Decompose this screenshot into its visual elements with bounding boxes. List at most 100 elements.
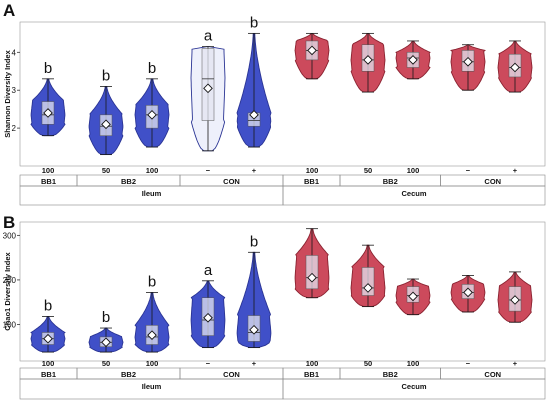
panel-a-tissue-cell (282, 185, 546, 206)
panel-b-significance-letter: a (204, 262, 213, 279)
panel-b-dose-label: 100 (306, 359, 319, 368)
panel-a-violin-group: b (88, 67, 124, 156)
panel-a-mean-marker (307, 45, 317, 56)
panel-a-violin-group (350, 32, 386, 93)
panel-a-dose-label: + (513, 166, 518, 175)
panel-b-treatment-label: BB1 (304, 370, 319, 379)
panel-b-violin-group (294, 228, 330, 299)
panel-b-violin-group: b (30, 297, 66, 353)
panel-b-plot-frame (19, 221, 546, 362)
panel-a-treatment-label: BB1 (41, 177, 56, 186)
panel-b-mean-marker (510, 295, 520, 305)
panel-b-label: B (3, 213, 15, 232)
panel-a-category-header: 100 50 100 − +100 50 100 − + BB1 BB2 CON BB1 BB2 CON Il… (19, 166, 546, 206)
panel-a-dose-label: + (252, 166, 257, 175)
panel-a-violin-group: b (30, 60, 66, 137)
panel-b-dose-label: − (466, 359, 471, 368)
panel-a-mean-marker (510, 62, 520, 73)
panel-a-mean-marker (363, 55, 373, 65)
panel-b-mean-marker (307, 272, 317, 283)
panel-b-violin-group: b (134, 273, 170, 353)
panel-b-category-header: 100 50 100 − +100 50 100 − + BB1 BB2 CON BB1 BB2 CON Il… (19, 359, 546, 400)
panel-b-violin-group (395, 278, 431, 316)
panel-a-dose-label: 50 (102, 166, 110, 175)
panel-b-significance-letter: b (44, 297, 52, 314)
panel-b-mean-marker (408, 291, 418, 302)
panel-a-treatment-label: CON (484, 177, 501, 186)
panel-b-dose-label: 100 (407, 359, 420, 368)
panel-b-mean-marker (43, 333, 53, 344)
panel-a-dose-label: − (466, 166, 471, 175)
panel-a-significance-letter: b (102, 67, 110, 84)
panel-a-plot-frame (19, 21, 546, 167)
panel-b-mean-marker (363, 283, 373, 293)
panel-b-dose-label: + (252, 359, 257, 368)
panel-a-violin-group (395, 40, 431, 80)
panel-a-treatment-label: BB2 (121, 177, 136, 186)
panel-a-mean-marker (249, 110, 259, 120)
panel-a-label: A (3, 1, 15, 20)
panel-a-significance-letter: a (204, 28, 213, 45)
panel-a-mean-marker (43, 108, 53, 118)
panel-b-significance-letter: b (102, 309, 110, 326)
panel-b-violin-group: b (88, 309, 124, 353)
panel-a-mean-marker (101, 119, 111, 130)
panel-b-violin-group (350, 244, 386, 308)
panel-a-violin-group (450, 44, 486, 91)
panel-a-y-axis-title: Shannon Diversity Index (3, 49, 12, 137)
panel-a-violin-group: b (236, 14, 272, 148)
panel-a-mean-marker (463, 56, 473, 67)
panel-a-violin-group: a (190, 28, 226, 152)
panel-b-treatment-label: BB1 (41, 370, 56, 379)
panel-b-y-tick-label: 300 (3, 231, 17, 240)
panel-a-violin-group (294, 32, 330, 80)
panel-b-tissue-cell (282, 378, 546, 400)
panel-a-tissue-label: Cecum (401, 189, 426, 198)
panel-b-treatment-label: BB2 (383, 370, 398, 379)
panel-a-treatment-label: BB1 (304, 177, 319, 186)
panel-b-dose-label: + (513, 359, 518, 368)
panel-b-y-axis-title: Chao1 Diversity Index (3, 251, 12, 330)
panel-a-mean-marker (408, 55, 418, 65)
panel-b-dose-label: − (206, 359, 211, 368)
panel-a-violin-group (497, 40, 533, 93)
panel-b-dose-label: 50 (364, 359, 372, 368)
panel-b-dose-label: 50 (102, 359, 110, 368)
panel-b-violin-group: a (190, 262, 226, 349)
panel-b-mean-marker (203, 312, 213, 323)
panel-a-dose-label: 100 (407, 166, 420, 175)
panel-b-y-tick-label: 200 (3, 276, 17, 285)
panel-b-mean-marker (101, 337, 111, 348)
panel-b-mean-marker (147, 330, 157, 340)
panel-b-treatment-label: CON (484, 370, 501, 379)
panel-a-y-tick-label: 3 (12, 86, 17, 95)
panel-b-violin-group (450, 275, 486, 313)
panel-a-significance-letter: b (44, 60, 52, 77)
panel-b-y-tick-label: 100 (3, 320, 17, 329)
panel-b-tissue-label: Ileum (142, 382, 162, 391)
panel-b-significance-letter: b (250, 233, 258, 250)
panel-a-dose-label: 100 (146, 166, 159, 175)
panel-a-violin-group: b (134, 60, 170, 148)
panel-b-dose-label: 100 (146, 359, 159, 368)
panel-b-treatment-label: BB2 (121, 370, 136, 379)
panel-b-mean-marker (463, 287, 473, 298)
panel-a-treatment-label: CON (223, 177, 240, 186)
panel-b-tissue-label: Cecum (401, 382, 426, 391)
panel-a-tissue-label: Ileum (142, 189, 162, 198)
panel-b-violin-group (497, 271, 533, 323)
panel-a-mean-marker (203, 83, 213, 94)
panel-b-dose-label: 100 (42, 359, 55, 368)
panel-b-significance-letter: b (148, 273, 156, 290)
panel-a-treatment-label: BB2 (383, 177, 398, 186)
panel-b-treatment-label: CON (223, 370, 240, 379)
panel-a-y-tick-label: 2 (12, 124, 17, 133)
panel-b-mean-marker (249, 324, 259, 335)
panel-a-mean-marker (147, 110, 157, 120)
panel-a-dose-label: 100 (42, 166, 55, 175)
panel-a-significance-letter: b (250, 14, 258, 31)
panel-a-dose-label: 50 (364, 166, 372, 175)
panel-b-iqr-box (305, 255, 319, 290)
panel-b-violin-group: b (236, 233, 272, 349)
